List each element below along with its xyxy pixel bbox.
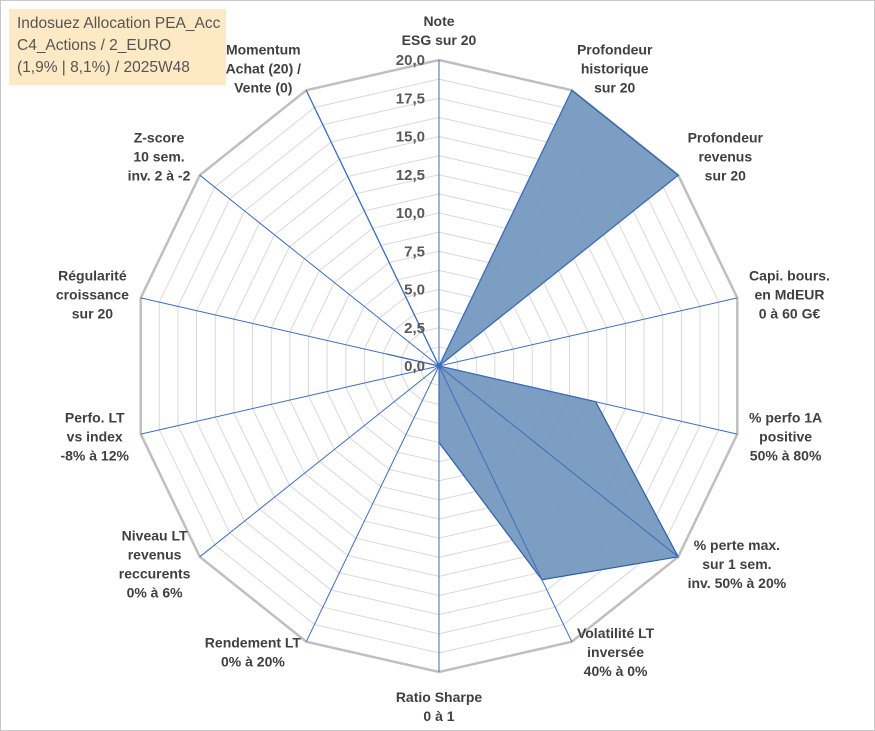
axis-label-line: 40% à 0% — [584, 663, 648, 679]
axis-spoke — [438, 365, 679, 558]
tick-label: 12,5 — [396, 167, 425, 184]
axis-label: Ratio Sharpe 0 à 1 — [396, 689, 483, 724]
axis-label: % perfo 1A positive 50% à 80% — [749, 409, 822, 463]
axis-label-line: revenus — [698, 149, 752, 165]
axis-spoke — [438, 365, 573, 642]
axis-label: Perfo. LT vs index -8% à 12% — [60, 409, 129, 463]
axis-spoke — [140, 365, 440, 435]
axis-label-line: % perfo 1A — [749, 409, 822, 425]
axis-label: Note ESG sur 20 — [402, 13, 477, 48]
axis-label-line: croissance — [56, 287, 129, 303]
axis-label-line: sur 20 — [72, 306, 113, 322]
axis-label-line: ESG sur 20 — [402, 32, 477, 48]
axis-label-line: Capi. bours. — [749, 268, 830, 284]
tick-label: 10,0 — [396, 205, 425, 222]
axis-label-line: positive — [759, 428, 812, 444]
axis-label-line: sur 1 sem. — [702, 556, 771, 572]
axis-label-line: historique — [581, 61, 649, 77]
axis-spoke — [438, 174, 679, 367]
data-area — [305, 89, 680, 581]
axis-label-line: inv. 2 à -2 — [128, 168, 191, 184]
axis-label-line: Profondeur — [577, 42, 653, 58]
axis-label-line: Régularité — [58, 268, 127, 284]
axis-label: Profondeur historique sur 20 — [577, 42, 653, 96]
chart-title-line-3: (1,9% | 8,1%) / 2025W48 — [17, 59, 190, 76]
axis-label: Régularité croissance sur 20 — [56, 268, 129, 322]
axis-spoke — [438, 297, 738, 367]
axis-label-line: 50% à 80% — [750, 447, 822, 463]
axis-label-line: % perte max. — [694, 537, 780, 553]
axis-spoke — [140, 297, 440, 367]
chart-title-box: Indosuez Allocation PEA_Acc C4_Actions /… — [9, 9, 226, 85]
axis-label-line: Profondeur — [688, 130, 764, 146]
axis-label: Profondeur revenus sur 20 — [688, 130, 764, 184]
chart-title-line-1: Indosuez Allocation PEA_Acc — [17, 15, 221, 32]
axis-label: Z-score 10 sem. inv. 2 à -2 — [128, 130, 191, 184]
axis-label-line: Vente (0) — [234, 80, 292, 96]
axis-label-line: Niveau LT — [122, 527, 188, 543]
axis-label-line: Volatilité LT — [577, 625, 655, 641]
axis-spoke — [438, 90, 573, 367]
axis-label-line: Perfo. LT — [65, 409, 125, 425]
axis-label-line: sur 20 — [705, 168, 746, 184]
axis-spoke — [199, 365, 440, 558]
axis-spoke — [199, 174, 440, 367]
axis-spoke — [305, 90, 440, 367]
tick-label: 7,5 — [404, 243, 425, 260]
axis-label: % perte max. sur 1 sem. inv. 50% à 20% — [688, 537, 787, 591]
axis-label-line: vs index — [67, 428, 123, 444]
axis-label-line: Z-score — [134, 130, 185, 146]
axis-label-line: sur 20 — [594, 80, 635, 96]
tick-label: 20,0 — [396, 52, 425, 69]
axis-label-line: Note — [423, 13, 454, 29]
axis-label-line: 0 à 60 G€ — [759, 306, 821, 322]
tick-label: 5,0 — [404, 282, 425, 299]
chart-title-line-2: C4_Actions / 2_EURO — [17, 37, 172, 54]
axis-label-line: Momentum — [226, 42, 301, 58]
axis-label: Volatilité LT inversée 40% à 0% — [577, 625, 655, 679]
axis-label-line: revenus — [128, 546, 182, 562]
tick-label: 2,5 — [404, 320, 425, 337]
axis-label: Momentum Achat (20) / Vente (0) — [226, 42, 302, 96]
axis-label-line: Achat (20) / — [226, 61, 302, 77]
axis-spoke — [305, 365, 440, 642]
axis-label-line: 0 à 1 — [423, 708, 454, 724]
tick-label: 0,0 — [404, 358, 425, 375]
axis-label-line: reccurents — [119, 565, 191, 581]
axis-label-line: Rendement LT — [205, 635, 302, 651]
axis-label-line: 10 sem. — [133, 149, 184, 165]
axis-label-line: 0% à 6% — [127, 584, 184, 600]
axis-label-line: 0% à 20% — [221, 654, 285, 670]
axis-label-line: inversée — [587, 644, 644, 660]
axis-spoke — [438, 365, 738, 435]
axis-label-line: Ratio Sharpe — [396, 689, 483, 705]
axis-label: Capi. bours. en MdEUR 0 à 60 G€ — [749, 268, 830, 322]
tick-label: 17,5 — [396, 90, 425, 107]
axis-label: Rendement LT 0% à 20% — [205, 635, 302, 670]
axis-label-line: -8% à 12% — [60, 447, 129, 463]
axis-label: Niveau LT revenus reccurents 0% à 6% — [119, 527, 191, 600]
axis-label-line: en MdEUR — [755, 287, 825, 303]
axis-label-line: inv. 50% à 20% — [688, 575, 787, 591]
tick-label: 15,0 — [396, 129, 425, 146]
